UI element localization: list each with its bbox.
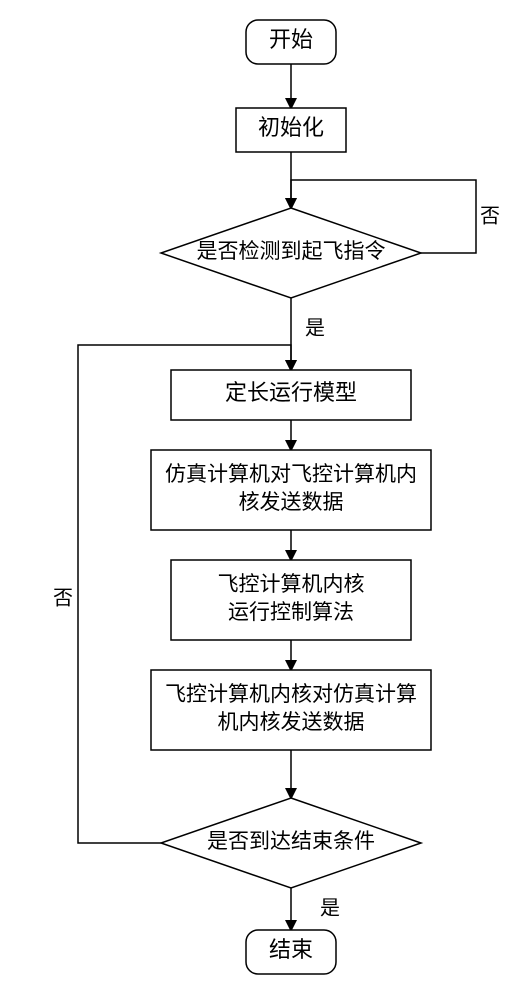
node-label-p4-1: 机内核发送数据 bbox=[218, 710, 365, 734]
edge-label-d1-yes: 是 bbox=[305, 318, 325, 340]
edge-label-d2-no-loop: 否 bbox=[53, 588, 73, 610]
edge-label-d1-no-loop: 否 bbox=[480, 206, 500, 228]
node-label-p1: 定长运行模型 bbox=[225, 380, 357, 405]
node-label-p3-1: 运行控制算法 bbox=[228, 600, 354, 624]
node-label-d1: 是否检测到起飞指令 bbox=[197, 239, 386, 263]
node-label-end: 结束 bbox=[269, 937, 313, 962]
node-label-init: 初始化 bbox=[258, 115, 324, 140]
node-label-p3-0: 飞控计算机内核 bbox=[218, 572, 365, 596]
node-label-d2: 是否到达结束条件 bbox=[207, 829, 375, 853]
node-label-p4-0: 飞控计算机内核对仿真计算 bbox=[165, 682, 417, 706]
node-label-start: 开始 bbox=[269, 27, 313, 52]
edge-label-d2-yes: 是 bbox=[320, 898, 340, 920]
node-label-p2-1: 核发送数据 bbox=[239, 490, 344, 514]
node-label-p2-0: 仿真计算机对飞控计算机内 bbox=[165, 462, 417, 486]
flowchart-canvas: 是否是否开始初始化是否检测到起飞指令定长运行模型仿真计算机对飞控计算机内核发送数… bbox=[0, 0, 522, 1000]
